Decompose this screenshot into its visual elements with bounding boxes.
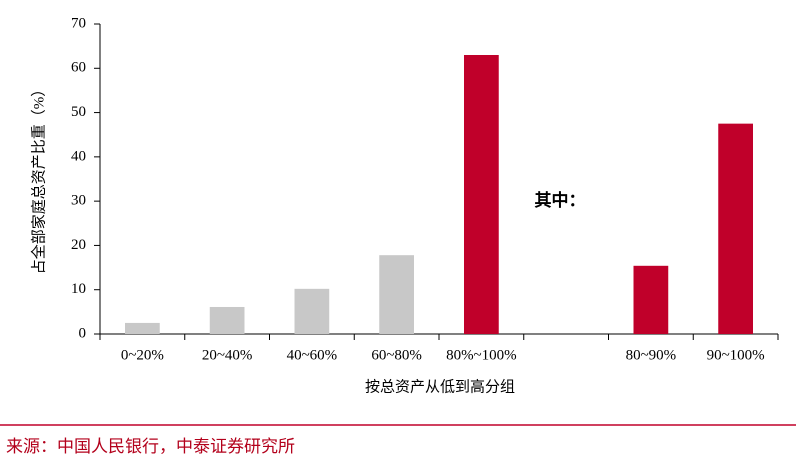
- bar: [125, 322, 160, 334]
- x-axis-label: 按总资产从低到高分组: [365, 378, 515, 395]
- y-tick-label: 40: [71, 148, 86, 164]
- y-tick-label: 20: [71, 237, 86, 253]
- annotation: 其中：: [535, 190, 586, 210]
- x-tick-label: 40~60%: [287, 347, 338, 363]
- bar: [379, 255, 414, 334]
- x-tick-label: 0~20%: [121, 347, 164, 363]
- source: 来源：中国人民银行，中泰证券研究所: [6, 437, 295, 456]
- bar: [718, 123, 753, 335]
- y-tick-label: 70: [71, 15, 86, 31]
- x-tick-label: 90~100%: [707, 347, 765, 363]
- y-tick-label: 10: [71, 281, 86, 297]
- y-axis-label: 占全部家庭总资产比重（%）: [29, 82, 47, 275]
- x-tick-label: 20~40%: [202, 347, 253, 363]
- x-tick-label: 60~80%: [371, 347, 422, 363]
- y-tick-label: 0: [79, 325, 87, 341]
- x-tick-label: 80~90%: [626, 347, 677, 363]
- bar: [464, 55, 499, 334]
- y-tick-label: 30: [71, 193, 86, 209]
- y-tick-label: 60: [71, 60, 86, 76]
- bar: [633, 265, 669, 334]
- x-tick-label: 80%~100%: [446, 347, 517, 363]
- y-tick-label: 50: [71, 104, 86, 120]
- bar: [294, 288, 330, 334]
- bar: [209, 306, 245, 334]
